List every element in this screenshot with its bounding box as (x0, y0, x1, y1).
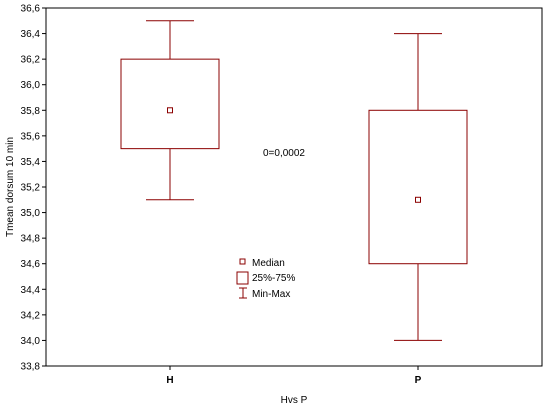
p-value-annotation: 0=0,0002 (263, 148, 305, 159)
y-tick-label: 36,2 (21, 55, 41, 66)
y-tick-label: 35,6 (21, 131, 41, 142)
box-h (120, 20, 220, 201)
y-tick-label: 34,6 (21, 259, 41, 270)
iqr-box (368, 109, 468, 265)
y-axis: 33,8 34,0 34,2 34,4 34,6 34,8 35,0 35,2 35,4 35,6… (21, 4, 46, 373)
box-p (368, 33, 468, 341)
y-tick-label: 33,8 (21, 362, 41, 373)
y-tick-label: 34,8 (21, 234, 41, 245)
legend-median-symbol (239, 258, 246, 265)
legend-median-label: Median (252, 258, 285, 269)
legend-whisker-label: Min-Max (252, 289, 290, 300)
x-tick-label: P (415, 375, 422, 386)
x-tick-label: H (166, 375, 173, 386)
legend-box-symbol (236, 271, 249, 285)
legend: Median 25%-75% Min-Max (236, 258, 295, 300)
y-tick-label: 36,6 (21, 4, 41, 15)
x-axis-title: Hvs P (281, 395, 308, 406)
y-tick-label: 36,0 (21, 80, 41, 91)
y-axis-title: Tmean dorsum 10 min (5, 137, 16, 237)
boxes (120, 20, 468, 341)
y-tick-label: 34,0 (21, 336, 41, 347)
y-tick-label: 34,2 (21, 310, 41, 321)
iqr-box (120, 58, 220, 150)
y-tick-label: 35,2 (21, 183, 41, 194)
y-tick-label: 35,0 (21, 208, 41, 219)
median-marker (167, 107, 173, 114)
y-tick-label: 35,4 (21, 157, 41, 168)
y-tick-label: 35,8 (21, 106, 41, 117)
plot-area-frame (45, 7, 543, 367)
y-tick-label: 34,4 (21, 285, 41, 296)
y-tick-label: 36,4 (21, 29, 41, 40)
legend-box-label: 25%-75% (252, 273, 295, 284)
median-marker (415, 196, 421, 203)
